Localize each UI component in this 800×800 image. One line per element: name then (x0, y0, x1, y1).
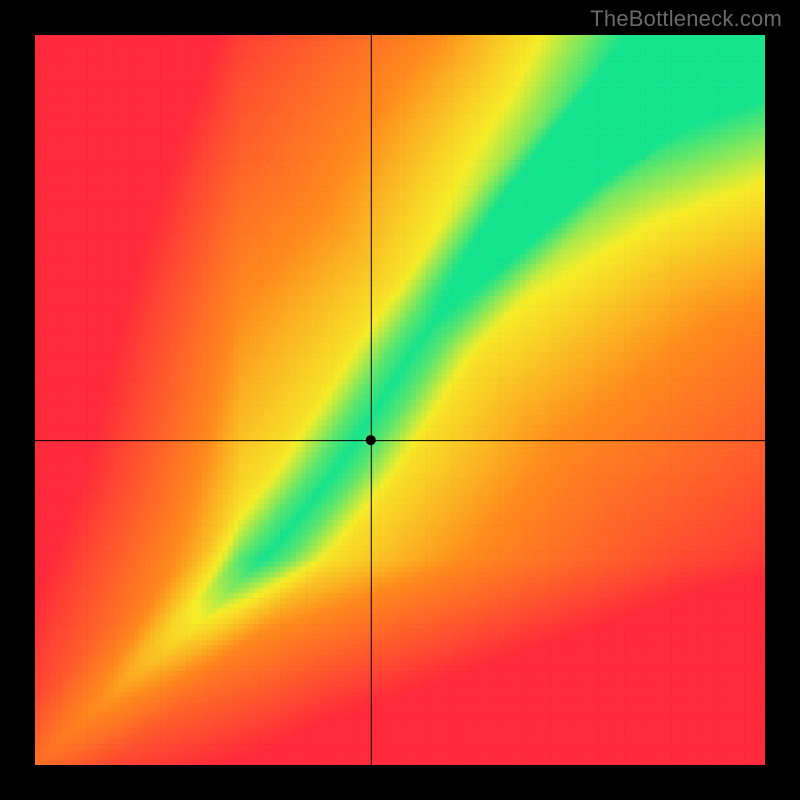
chart-container: TheBottleneck.com (0, 0, 800, 800)
heatmap-plot (35, 35, 765, 765)
heatmap-canvas (35, 35, 765, 765)
watermark-label: TheBottleneck.com (590, 6, 782, 32)
